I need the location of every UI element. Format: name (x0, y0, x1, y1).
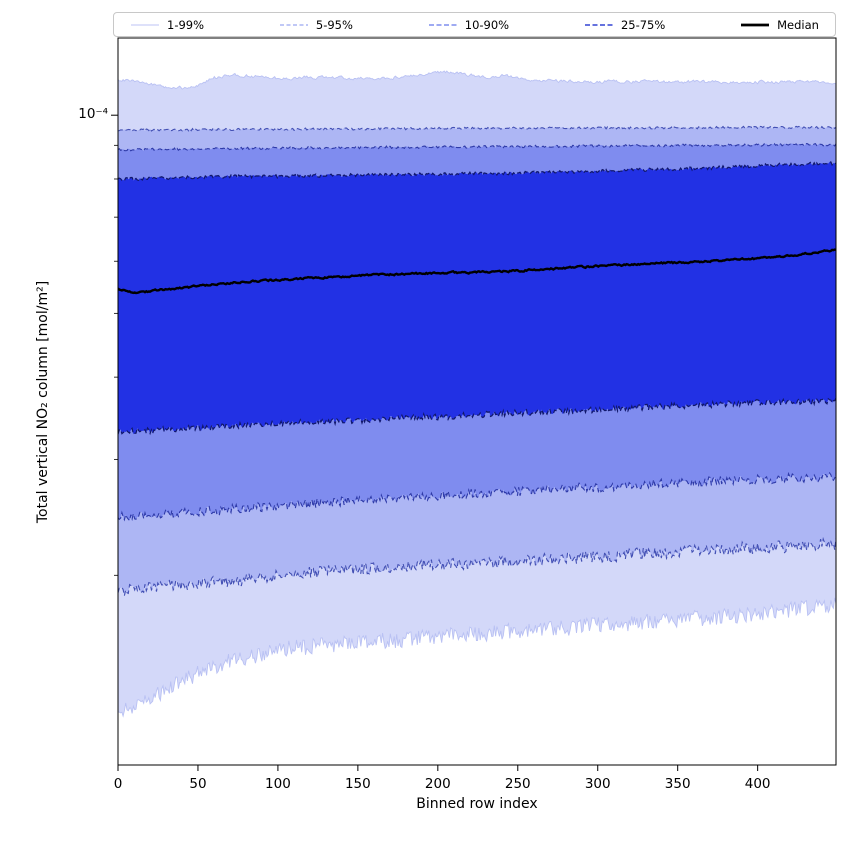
edge-p75 (118, 161, 836, 182)
legend-swatch-line (428, 23, 457, 26)
y-axis-label-wrap: Total vertical NO₂ column [mol/m²] (26, 38, 60, 765)
legend-item-10-90-: 10-90% (428, 18, 509, 32)
median-line (118, 248, 836, 295)
x-tick-label: 400 (745, 776, 771, 792)
legend-label: 5-95% (315, 17, 353, 32)
legend-swatch-line (279, 23, 308, 26)
plot-border (117, 37, 837, 766)
x-tick-label: 350 (665, 776, 691, 792)
x-tick-label: 200 (425, 776, 451, 792)
legend-item-median: Median (740, 18, 819, 32)
x-tick-label: 50 (189, 776, 206, 792)
x-tick-label: 300 (585, 776, 611, 792)
edge-p05 (118, 536, 836, 596)
x-tick-label: 0 (114, 776, 123, 792)
edge-p01 (118, 597, 836, 718)
legend-label: 10-90% (464, 17, 510, 32)
legend-swatch-line (584, 23, 613, 26)
y-tick-label-1e-4: 10⁻⁴ (78, 106, 108, 122)
x-tick-label: 250 (505, 776, 531, 792)
legend-swatch-line (741, 23, 770, 26)
x-axis-label: Binned row index (416, 796, 538, 812)
edge-p90 (118, 142, 836, 152)
edge-p95 (118, 125, 836, 132)
legend-label: Median (777, 17, 819, 32)
band-25-75% (118, 162, 836, 435)
x-tick-label: 100 (265, 776, 291, 792)
legend-item-1-99-: 1-99% (130, 18, 204, 32)
legend: 1-99% 5-95% 10-90% 25-75% Median (113, 12, 836, 37)
bands-group (118, 70, 836, 718)
edge-p10 (118, 471, 836, 522)
x-tick-label: 150 (345, 776, 371, 792)
legend-item-25-75-: 25-75% (584, 18, 665, 32)
legend-item-5-95-: 5-95% (279, 18, 353, 32)
edge-p99 (118, 70, 836, 90)
y-axis-label: Total vertical NO₂ column [mol/m²] (35, 280, 52, 523)
legend-swatch-line (131, 23, 159, 26)
legend-label: 1-99% (167, 17, 205, 32)
legend-label: 25-75% (620, 17, 666, 32)
edge-p25 (118, 396, 836, 436)
